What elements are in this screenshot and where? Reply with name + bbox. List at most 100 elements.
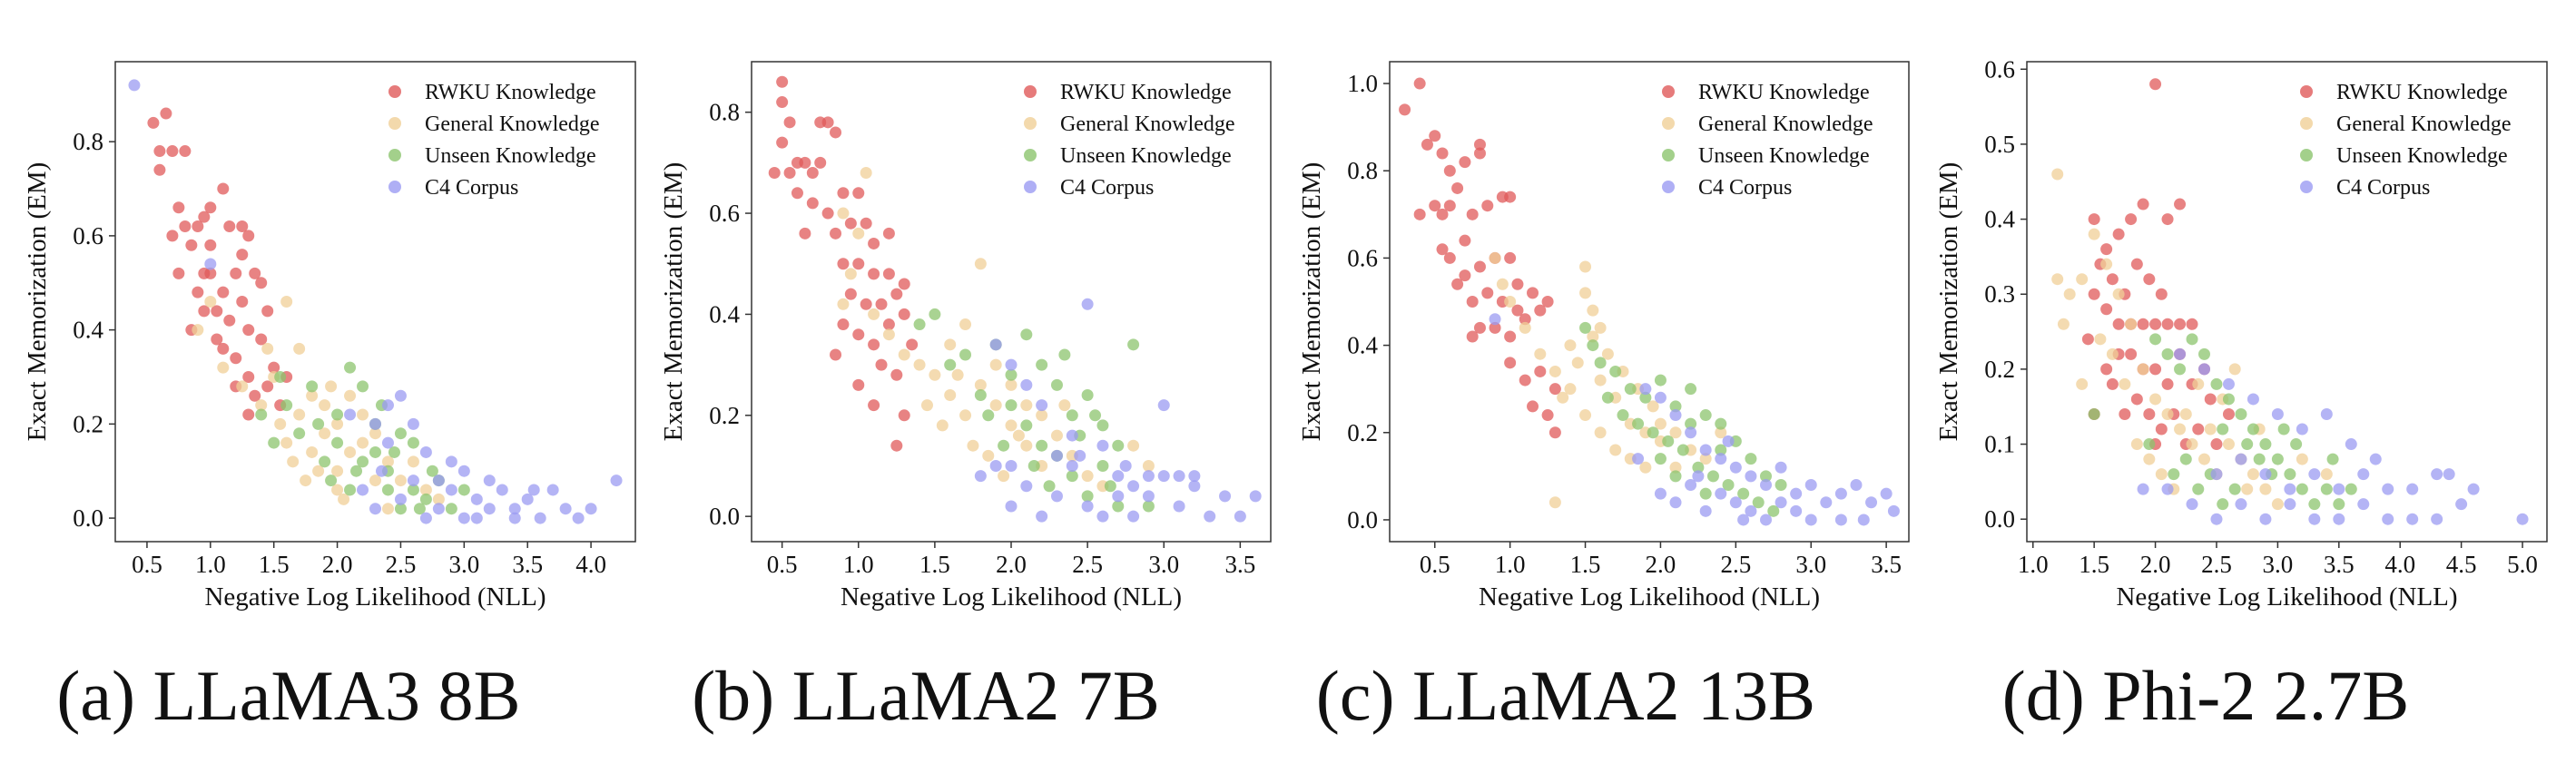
data-point: [1188, 470, 1201, 483]
data-point: [2382, 513, 2394, 525]
data-point: [223, 314, 236, 327]
data-point: [2443, 468, 2455, 481]
data-point: [2406, 483, 2419, 495]
data-point: [1571, 357, 1584, 369]
data-point: [2210, 438, 2223, 451]
caption-c: (c) LLaMA2 13B: [1315, 656, 1816, 735]
data-point: [890, 368, 903, 381]
data-point: [217, 342, 230, 355]
data-point: [1096, 510, 1109, 523]
y-tick-label: 0.8: [709, 99, 740, 126]
data-point: [2149, 333, 2162, 346]
data-point: [1157, 470, 1170, 483]
x-tick-label: 3.5: [2324, 551, 2355, 578]
data-point: [2088, 228, 2100, 240]
data-point: [217, 182, 230, 195]
data-point: [860, 298, 872, 310]
data-point: [1767, 504, 1780, 517]
data-point: [325, 475, 338, 487]
caption-d: (d) Phi-2 2.7B: [2001, 656, 2410, 735]
data-point: [1654, 487, 1667, 500]
data-point: [445, 484, 457, 496]
data-point: [2192, 423, 2205, 435]
legend-label: C4 Corpus: [1060, 176, 1154, 200]
data-point: [1081, 298, 1094, 310]
data-point: [381, 503, 394, 515]
data-point: [1050, 378, 1063, 391]
data-point: [1142, 470, 1155, 483]
data-point: [2161, 213, 2174, 226]
data-point: [2204, 393, 2217, 406]
data-point: [357, 408, 369, 421]
legend-label: RWKU Knowledge: [1698, 81, 1870, 104]
data-point: [1850, 478, 1863, 491]
data-point: [1466, 208, 1479, 220]
data-point: [989, 459, 1002, 472]
data-point: [1669, 409, 1682, 422]
data-point: [1790, 504, 1803, 517]
data-point: [1413, 208, 1426, 220]
data-point: [559, 503, 572, 515]
legend-marker: [1662, 149, 1675, 161]
data-point: [1459, 156, 1471, 169]
data-point: [837, 187, 850, 200]
data-point: [2320, 468, 2333, 481]
data-point: [2125, 318, 2138, 330]
data-point: [837, 258, 850, 270]
data-point: [882, 318, 895, 331]
series-general-knowledge: [1489, 251, 1727, 509]
data-point: [814, 116, 827, 129]
legend-marker: [388, 181, 401, 193]
data-point: [1579, 260, 1592, 273]
data-point: [1050, 490, 1063, 503]
data-point: [319, 455, 331, 468]
data-point: [2192, 377, 2205, 390]
data-point: [1692, 461, 1705, 474]
data-point: [1594, 426, 1607, 439]
data-point: [2088, 213, 2100, 226]
data-point: [2333, 498, 2345, 511]
data-point: [153, 163, 166, 176]
data-point: [1775, 496, 1787, 509]
data-point: [2186, 333, 2198, 346]
legend-marker: [2300, 149, 2313, 161]
data-point: [2333, 483, 2345, 495]
y-tick-label: 0.2: [709, 402, 740, 429]
data-point: [1173, 470, 1185, 483]
data-point: [1066, 409, 1078, 422]
data-point: [1089, 409, 1102, 422]
data-point: [2259, 468, 2272, 481]
data-point: [1654, 391, 1667, 404]
data-point: [1096, 439, 1109, 452]
data-point: [198, 210, 211, 223]
x-tick-label: 3.5: [1871, 551, 1902, 578]
data-point: [1834, 487, 1847, 500]
data-point: [2431, 513, 2443, 525]
x-tick-label: 0.5: [1420, 551, 1450, 578]
data-point: [2259, 483, 2272, 495]
data-point: [2125, 347, 2138, 360]
data-point: [1413, 77, 1426, 90]
data-point: [2271, 453, 2284, 465]
series-unseen-knowledge: [913, 308, 1155, 513]
data-point: [1489, 313, 1501, 326]
data-point: [306, 380, 319, 393]
plot-frame: [2026, 61, 2548, 543]
data-point: [898, 278, 910, 290]
data-point: [1549, 383, 1561, 396]
data-point: [2247, 468, 2259, 481]
data-point: [300, 475, 312, 487]
legend-label: C4 Corpus: [1698, 176, 1792, 200]
data-point: [1005, 378, 1018, 391]
data-point: [1036, 399, 1048, 412]
data-point: [242, 230, 255, 242]
data-point: [1820, 496, 1833, 509]
data-point: [1632, 453, 1645, 465]
data-point: [1249, 490, 1262, 503]
data-point: [369, 445, 381, 458]
x-axis-label: Negative Log Likelihood (NLL): [204, 582, 546, 612]
data-point: [2197, 453, 2210, 465]
y-tick-label: 0.6: [73, 222, 103, 250]
data-point: [1429, 130, 1441, 142]
y-tick-label: 0.0: [73, 504, 103, 532]
